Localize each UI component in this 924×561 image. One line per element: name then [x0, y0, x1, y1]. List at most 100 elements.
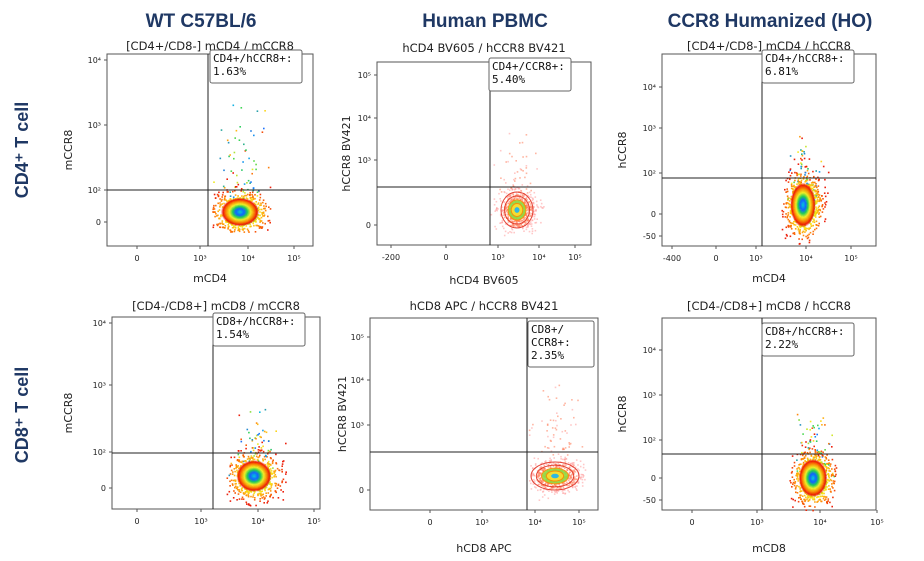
event-dot [818, 451, 821, 453]
event-dot [281, 468, 283, 471]
event-dot [271, 462, 274, 465]
event-dot [250, 450, 252, 453]
event-dot [830, 479, 833, 482]
event-dot [501, 209, 503, 211]
event-dot [245, 494, 248, 497]
event-dot [806, 178, 808, 181]
event-dot [530, 206, 533, 209]
event-dot [543, 494, 546, 496]
event-dot [562, 464, 565, 467]
event-dot [259, 435, 261, 438]
event-dot [540, 221, 542, 224]
event-dot [825, 466, 828, 468]
event-dot [798, 173, 800, 176]
event-dot [808, 499, 811, 501]
event-dot [829, 478, 832, 481]
event-dot [252, 197, 255, 200]
event-dot [803, 176, 805, 178]
event-dot [814, 228, 816, 231]
event-dot [238, 498, 241, 500]
event-dot [822, 165, 825, 168]
event-dot [263, 207, 265, 210]
event-dot [800, 463, 802, 465]
gate-label-line: CD8+/hCCR8+: [765, 325, 844, 338]
event-dot [217, 202, 219, 205]
event-dot [790, 481, 792, 484]
event-dot [536, 168, 538, 170]
event-dot [808, 228, 810, 231]
event-dot [821, 495, 824, 497]
event-dot [222, 185, 225, 188]
event-dot [217, 194, 220, 197]
gate-label-line: 6.81% [765, 65, 798, 78]
event-dot [561, 458, 564, 461]
event-dot [523, 218, 526, 221]
event-dot [224, 195, 226, 198]
event-dot [259, 492, 262, 495]
event-dot [813, 219, 815, 222]
event-dot [506, 206, 508, 209]
event-dot [797, 229, 800, 231]
event-dot [259, 226, 262, 228]
event-dot [262, 215, 264, 217]
event-dot [235, 186, 238, 188]
event-dot [222, 226, 224, 228]
event-dot [800, 179, 803, 182]
event-dot [815, 183, 817, 185]
event-dot [804, 454, 807, 457]
event-dot [815, 440, 818, 442]
event-dot [501, 221, 503, 224]
event-dot [264, 489, 266, 492]
event-dot [250, 196, 253, 199]
event-dot [267, 462, 269, 464]
event-dot [251, 447, 254, 449]
event-dot [813, 445, 815, 448]
event-dot [815, 178, 817, 180]
event-dot [235, 467, 237, 469]
event-dot [494, 210, 496, 212]
event-dot [569, 463, 572, 466]
event-dot [267, 492, 270, 494]
event-dot [233, 468, 236, 470]
event-dot [573, 462, 575, 464]
event-dot [256, 224, 258, 227]
event-dot [814, 506, 816, 508]
event-dot [816, 196, 818, 199]
event-dot [527, 219, 530, 222]
event-dot [547, 466, 550, 468]
event-dot [832, 496, 834, 499]
plot-frame [661, 317, 877, 511]
event-dot [275, 491, 277, 494]
event-dot [802, 461, 805, 464]
event-dot [214, 197, 217, 199]
event-dot [542, 463, 545, 465]
event-dot [265, 455, 267, 458]
event-dot [513, 225, 516, 227]
event-dot [533, 457, 536, 459]
event-dot [577, 480, 580, 483]
event-dot [541, 496, 544, 498]
event-dot [804, 231, 806, 233]
event-dot [252, 196, 254, 198]
event-dot [789, 480, 791, 482]
event-dot [552, 454, 555, 456]
event-dot [800, 181, 802, 184]
event-dot [805, 235, 807, 238]
plot-wt-cd4: [CD4+/CD8-] mCD4 / mCCR8CD4+/hCCR8+:1.63… [62, 39, 314, 285]
event-dot [806, 182, 808, 185]
event-dot [525, 172, 528, 175]
y-tick-label: 10³ [351, 421, 364, 430]
density-contour [504, 195, 530, 225]
plot-humanized-cd4: [CD4+/CD8-] mCD4 / hCCR8CD4+/hCCR8+:6.81… [616, 39, 877, 285]
event-dot [815, 194, 817, 196]
event-dot [801, 495, 804, 497]
event-dot [254, 231, 257, 233]
event-dot [232, 479, 235, 482]
event-dot [803, 505, 806, 508]
event-dot [797, 151, 799, 153]
event-dot [254, 447, 257, 449]
event-dot [803, 456, 806, 458]
event-dot [797, 163, 800, 165]
event-dot [535, 209, 537, 211]
event-dot [783, 203, 785, 205]
